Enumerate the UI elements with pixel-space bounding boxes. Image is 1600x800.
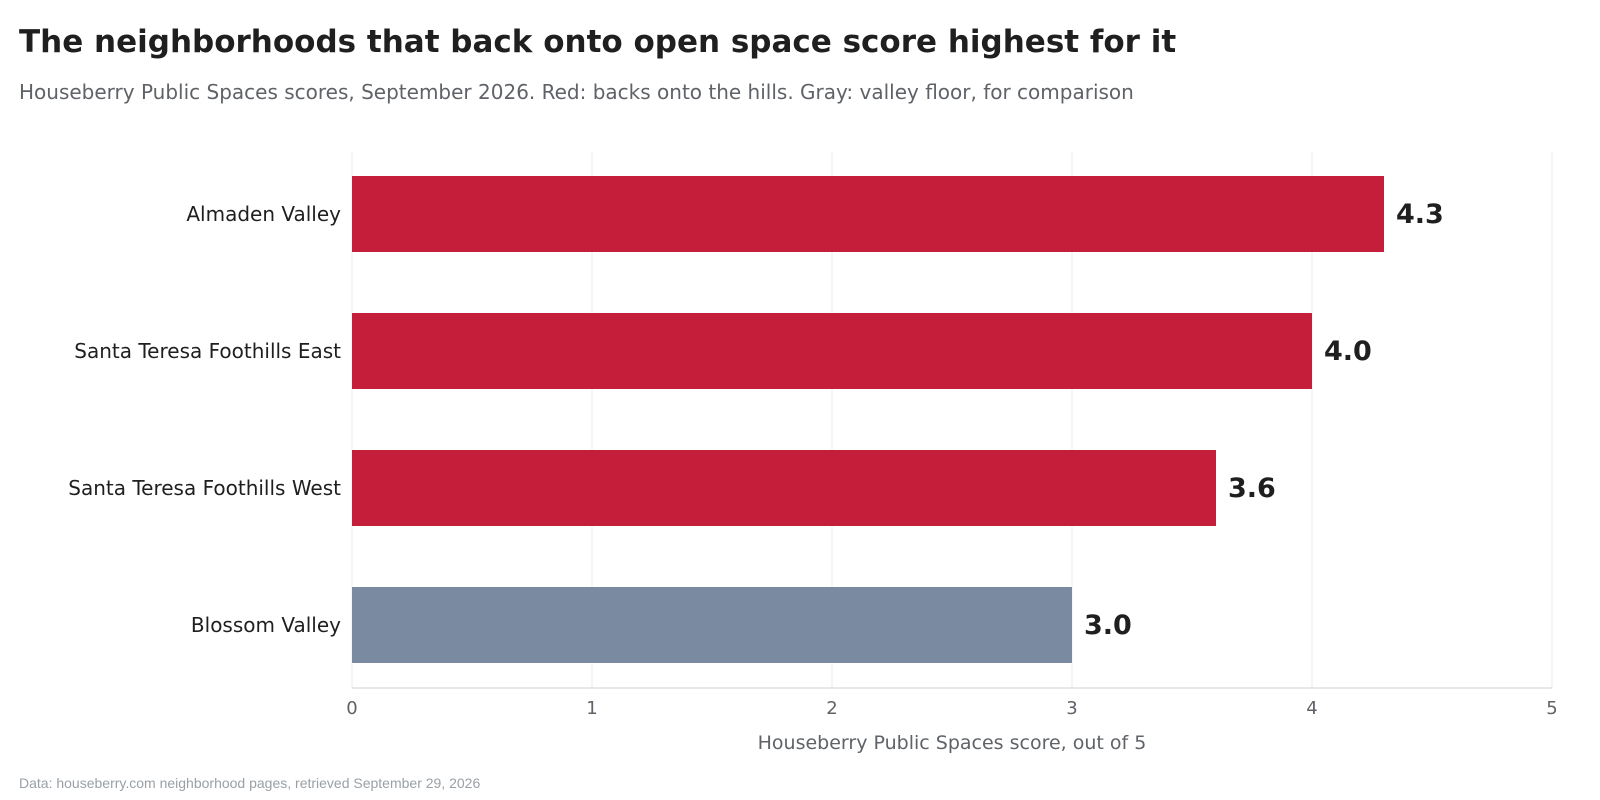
value-label: 3.0	[1084, 610, 1132, 641]
category-label: Santa Teresa Foothills East	[74, 339, 341, 363]
x-axis-title: Houseberry Public Spaces score, out of 5	[758, 732, 1147, 754]
value-label: 4.0	[1324, 336, 1372, 367]
x-tick-label: 0	[346, 698, 357, 719]
bar-almaden-valley	[352, 176, 1384, 252]
x-tick-label: 4	[1306, 698, 1317, 719]
x-tick-label: 5	[1546, 698, 1557, 719]
bars	[352, 176, 1384, 663]
bar-blossom-valley	[352, 587, 1072, 663]
value-label: 4.3	[1396, 199, 1444, 230]
data-source-note: Data: houseberry.com neighborhood pages,…	[19, 775, 481, 791]
category-label: Almaden Valley	[186, 202, 341, 226]
category-label: Santa Teresa Foothills West	[68, 476, 341, 500]
chart-subtitle: Houseberry Public Spaces scores, Septemb…	[19, 80, 1134, 104]
bar-santa-teresa-foothills-west	[352, 450, 1216, 526]
x-axis: 0 1 2 3 4 5 Houseberry Public Spaces score, ou…	[346, 687, 1558, 754]
bar-santa-teresa-foothills-east	[352, 313, 1312, 389]
x-tick-label: 2	[826, 698, 837, 719]
value-label: 3.6	[1228, 473, 1276, 504]
x-tick-label: 1	[586, 698, 597, 719]
labels: Almaden Valley 4.3 Santa Teresa Foothills …	[68, 199, 1444, 641]
category-label: Blossom Valley	[191, 613, 341, 637]
chart-title: The neighborhoods that back onto open sp…	[19, 24, 1177, 60]
x-tick-label: 3	[1066, 698, 1077, 719]
